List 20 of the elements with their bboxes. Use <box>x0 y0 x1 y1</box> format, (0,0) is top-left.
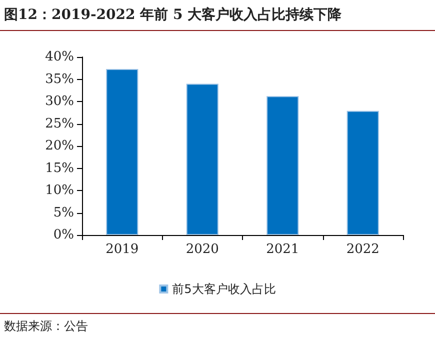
bar <box>106 69 138 235</box>
bar <box>346 110 379 235</box>
y-tick-label: 40% <box>45 50 74 64</box>
bar <box>266 96 299 235</box>
y-tick-label: 5% <box>53 205 74 220</box>
bar <box>186 84 218 235</box>
y-tick-label: 30% <box>45 94 74 109</box>
x-tick-label: 2022 <box>346 242 380 257</box>
y-tick-label: 35% <box>45 72 74 87</box>
legend-label: 前5大客户收入占比 <box>172 282 276 296</box>
x-tick-label: 2021 <box>266 242 300 257</box>
y-tick-label: 15% <box>45 160 74 176</box>
y-tick-label: 20% <box>45 138 74 154</box>
y-tick-label: 0% <box>53 228 74 242</box>
source-note: 数据来源：公告 <box>4 318 88 335</box>
y-tick-label: 10% <box>45 183 74 198</box>
x-tick-label: 2019 <box>106 242 139 257</box>
chart-title: 图12：2019-2022 年前 5 大客户收入占比持续下降 <box>4 6 342 24</box>
x-tick-label: 2020 <box>186 242 219 257</box>
y-tick-label: 25% <box>45 116 74 132</box>
